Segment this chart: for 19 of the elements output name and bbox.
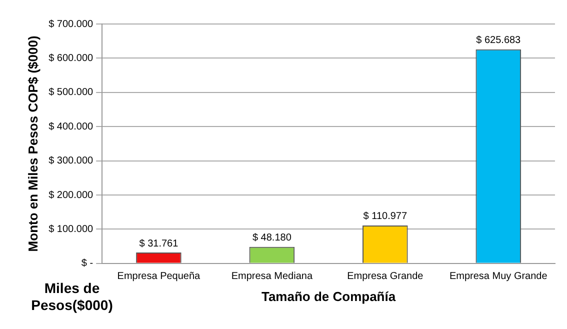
x-axis-title: Tamaño de Compañía (261, 288, 396, 304)
x-tick-label: Empresa Muy Grande (449, 271, 548, 282)
x-tick-label: Empresa Pequeña (117, 271, 201, 282)
y-tick-label: $ 500.000 (48, 87, 94, 98)
data-label: $ 110.977 (363, 211, 408, 222)
data-label: $ 625.683 (476, 35, 522, 46)
y-tick-label: $ - (81, 258, 94, 270)
y-axis-title: Monto en Miles Pesos COP$ ($000) (25, 36, 40, 252)
data-label: $ 48.180 (252, 232, 292, 244)
y-tick-label: $ 200.000 (48, 190, 94, 201)
y-tick-label: $ 400.000 (48, 121, 94, 132)
y-tick-label: $ 300.000 (48, 156, 94, 167)
x-tick-label: Empresa Grande (347, 271, 424, 282)
y-tick-label: $ 600.000 (48, 52, 94, 64)
data-label: $ 31.761 (139, 238, 179, 250)
y-tick-label: $ 700.000 (48, 18, 94, 30)
y-tick-label: $ 100.000 (48, 224, 94, 235)
text: Miles de Pesos($000) (31, 280, 113, 313)
x-tick-label: Empresa Mediana (231, 271, 313, 282)
